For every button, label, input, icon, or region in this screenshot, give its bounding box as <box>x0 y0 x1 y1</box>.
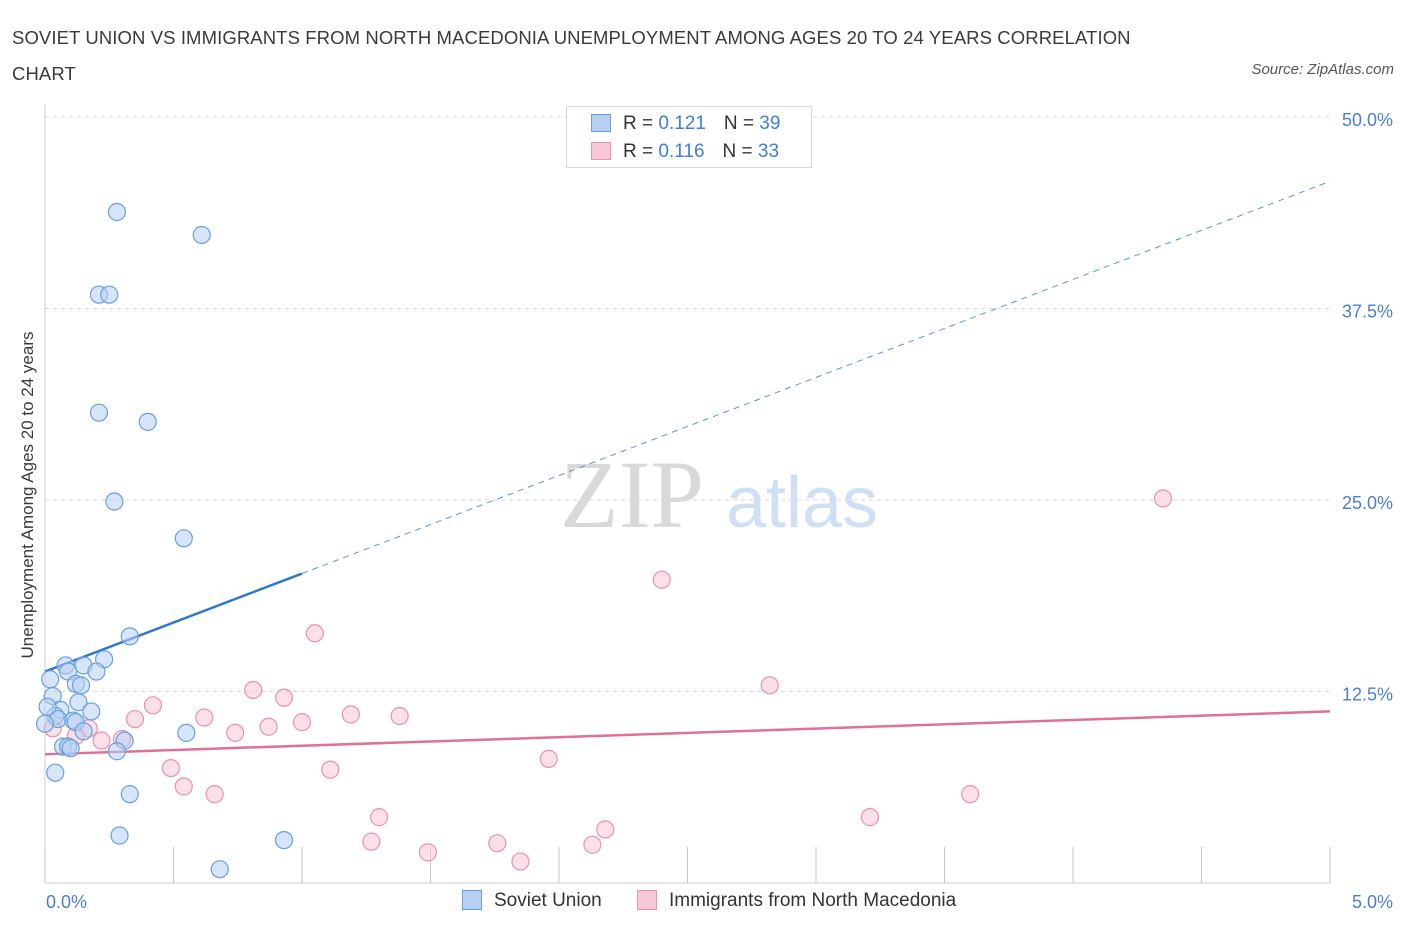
north-macedonia-point <box>390 706 409 726</box>
soviet-union-point <box>41 670 60 689</box>
soviet-union-point <box>100 285 119 304</box>
north-macedonia-point <box>652 570 671 589</box>
north-macedonia-point <box>860 808 880 827</box>
soviet-union-point <box>87 662 106 681</box>
data-points <box>35 202 1173 879</box>
north-macedonia-point <box>274 688 294 707</box>
series-legend-north-macedonia[interactable]: Immigrants from North Macedonia <box>637 890 956 912</box>
legend-n-value: 39 <box>759 113 781 134</box>
chart-source: Source: ZipAtlas.com <box>1251 61 1394 78</box>
watermark: ZIP atlas <box>560 441 878 548</box>
soviet-union-point <box>177 723 196 742</box>
correlation-legend: R = 0.121 N = 39 R = 0.116 N = 33 <box>566 106 812 168</box>
gridlines <box>45 116 1330 692</box>
series-name: Soviet Union <box>494 890 602 911</box>
legend-row-north-macedonia: R = 0.116 N = 33 <box>591 141 779 163</box>
y-tick-label: 37.5% <box>1342 302 1393 322</box>
soviet-union-point <box>107 202 127 222</box>
x-tick-label: 5.0% <box>1352 892 1393 912</box>
soviet-union-trend-line <box>44 572 303 673</box>
north-macedonia-point <box>292 713 312 732</box>
north-macedonia-point <box>596 820 615 839</box>
legend-n-label: N = <box>723 113 760 134</box>
soviet-union-point <box>82 702 101 721</box>
soviet-union-trend-extension <box>301 180 1331 575</box>
series-legend-soviet-union[interactable]: Soviet Union <box>462 890 602 912</box>
north-macedonia-trend-line <box>44 710 1331 756</box>
soviet-union-point <box>38 697 57 716</box>
north-macedonia-point <box>195 708 214 727</box>
legend-n-label: N = <box>722 141 758 162</box>
chart-title: SOVIET UNION VS IMMIGRANTS FROM NORTH MA… <box>12 27 1131 84</box>
legend-r-value: 0.116 <box>658 141 705 162</box>
series-swatch-blue <box>462 890 482 910</box>
tick-labels: 12.5% 25.0% 37.5% 50.0% 0.0% 5.0% <box>46 110 1393 912</box>
north-macedonia-point <box>161 758 181 778</box>
legend-r-label: R = <box>623 141 659 162</box>
soviet-union-point <box>138 412 157 431</box>
north-macedonia-point <box>125 709 145 729</box>
soviet-union-point <box>105 492 124 511</box>
watermark-atlas: atlas <box>726 463 878 543</box>
north-macedonia-point <box>583 835 602 854</box>
series-swatch-pink <box>637 890 657 910</box>
soviet-union-point <box>46 763 65 782</box>
north-macedonia-point <box>92 731 111 750</box>
legend-r-label: R = <box>623 113 659 134</box>
north-macedonia-point <box>244 680 263 700</box>
north-macedonia-point <box>341 705 360 724</box>
soviet-union-point <box>110 826 129 845</box>
north-macedonia-point <box>259 717 278 736</box>
soviet-union-point <box>69 693 88 712</box>
legend-swatch-blue <box>591 114 611 132</box>
soviet-union-point <box>35 714 55 733</box>
soviet-union-point <box>210 860 229 879</box>
series-name: Immigrants from North Macedonia <box>669 890 957 911</box>
north-macedonia-point <box>961 785 980 804</box>
soviet-union-point <box>107 742 127 761</box>
series-legend: Soviet Union Immigrants from North Maced… <box>0 890 1406 916</box>
y-tick-label: 50.0% <box>1342 110 1393 130</box>
north-macedonia-point <box>321 760 340 779</box>
north-macedonia-point <box>760 676 779 695</box>
north-macedonia-point <box>174 777 193 796</box>
legend-n-value: 33 <box>757 141 780 162</box>
x-tick-label: 0.0% <box>46 892 87 912</box>
north-macedonia-point <box>362 832 381 851</box>
north-macedonia-point <box>143 696 163 715</box>
north-macedonia-point <box>418 843 438 862</box>
soviet-union-point <box>89 403 109 422</box>
soviet-union-point <box>174 529 193 548</box>
soviet-union-point <box>74 722 93 741</box>
north-macedonia-point <box>539 749 558 769</box>
soviet-union-point <box>192 225 211 245</box>
watermark-zip: ZIP <box>560 441 704 548</box>
legend-r-value: 0.121 <box>658 113 706 134</box>
y-tick-label: 12.5% <box>1342 685 1393 705</box>
north-macedonia-point <box>511 852 530 871</box>
soviet-union-point <box>71 676 91 695</box>
axes <box>44 104 1331 884</box>
north-macedonia-point <box>370 808 389 827</box>
trend-lines <box>44 180 1331 756</box>
soviet-union-point <box>61 739 80 758</box>
soviet-union-point <box>274 831 294 850</box>
y-tick-label: 25.0% <box>1342 493 1393 513</box>
legend-swatch-pink <box>591 142 611 160</box>
soviet-union-point <box>120 785 139 804</box>
north-macedonia-point <box>1153 489 1173 508</box>
north-macedonia-point <box>305 624 324 643</box>
north-macedonia-point <box>488 834 507 853</box>
soviet-union-point <box>120 627 139 646</box>
north-macedonia-point <box>226 723 245 742</box>
north-macedonia-point <box>205 785 224 804</box>
legend-row-soviet-union: R = 0.121 N = 39 <box>591 113 780 135</box>
